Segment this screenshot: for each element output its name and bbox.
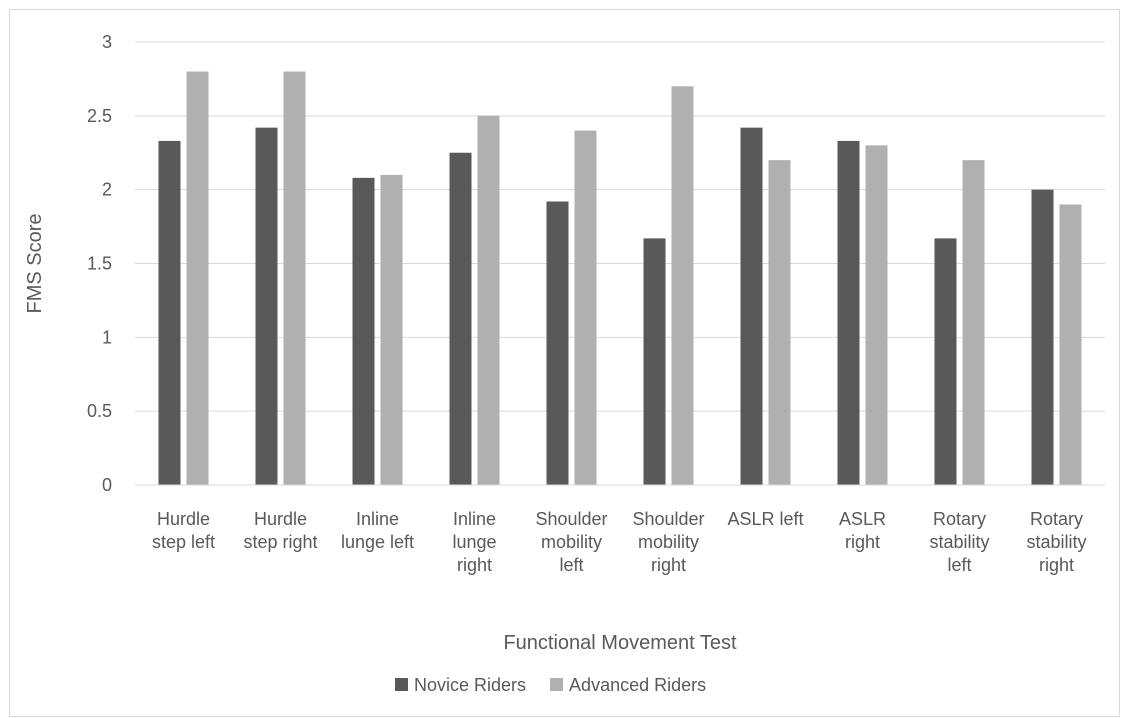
advanced-bar-10 bbox=[1059, 204, 1082, 485]
novice-bar-10 bbox=[1031, 189, 1054, 485]
x-tick-label: Inline lunge left bbox=[341, 509, 414, 552]
y-tick-label: 3 bbox=[102, 32, 112, 52]
novice-bar-4 bbox=[449, 152, 472, 485]
y-tick-label: 1.5 bbox=[87, 254, 112, 274]
advanced-bar-6 bbox=[671, 86, 694, 486]
legend-swatch-novice bbox=[395, 678, 408, 691]
x-tick-label: Shoulder mobility right bbox=[632, 509, 704, 575]
y-tick-label: 0 bbox=[102, 475, 112, 495]
y-axis-ticks: 0 0.5 1 1.5 2 2.5 3 bbox=[87, 32, 112, 495]
x-tick-label: ASLR left bbox=[727, 509, 803, 529]
legend-swatch-advanced bbox=[550, 678, 564, 691]
x-axis-title: Functional Movement Test bbox=[503, 632, 737, 654]
advanced-bar-7 bbox=[768, 160, 791, 485]
advanced-bar-8 bbox=[865, 145, 888, 485]
bars bbox=[158, 71, 1082, 486]
novice-bar-8 bbox=[837, 140, 860, 486]
novice-bar-9 bbox=[934, 238, 957, 485]
x-tick-label: ASLR right bbox=[839, 509, 886, 552]
advanced-bar-2 bbox=[283, 71, 306, 486]
x-tick-label: Hurdle step right bbox=[243, 509, 317, 552]
y-tick-label: 2 bbox=[102, 180, 112, 200]
gridlines bbox=[135, 41, 1105, 412]
x-tick-label: Rotary stability right bbox=[1026, 509, 1086, 575]
legend-label-advanced: Advanced Riders bbox=[569, 675, 706, 695]
y-tick-label: 1 bbox=[102, 327, 112, 347]
legend-label-novice: Novice Riders bbox=[414, 675, 526, 695]
advanced-bar-1 bbox=[186, 71, 209, 486]
y-axis-title: FMS Score bbox=[24, 213, 46, 313]
y-tick-label: 2.5 bbox=[87, 106, 112, 126]
novice-bar-7 bbox=[740, 127, 763, 485]
novice-bar-1 bbox=[158, 140, 181, 486]
advanced-bar-9 bbox=[962, 160, 985, 485]
x-tick-label: Shoulder mobility left bbox=[535, 509, 607, 575]
novice-bar-5 bbox=[546, 201, 569, 486]
legend: Novice Riders Advanced Riders bbox=[395, 675, 706, 695]
novice-bar-6 bbox=[643, 238, 666, 485]
x-tick-label: Hurdle step left bbox=[152, 509, 215, 552]
novice-bar-2 bbox=[255, 127, 278, 485]
novice-bar-3 bbox=[352, 177, 375, 485]
x-tick-label: Inline lunge right bbox=[452, 509, 496, 575]
x-tick-label: Rotary stability left bbox=[929, 509, 989, 575]
advanced-bar-5 bbox=[574, 130, 597, 485]
advanced-bar-4 bbox=[477, 115, 500, 485]
y-tick-label: 0.5 bbox=[87, 401, 112, 421]
advanced-bar-3 bbox=[380, 174, 403, 485]
x-axis-ticks: Hurdle step left Hurdle step right Inline lun… bbox=[152, 509, 1087, 575]
